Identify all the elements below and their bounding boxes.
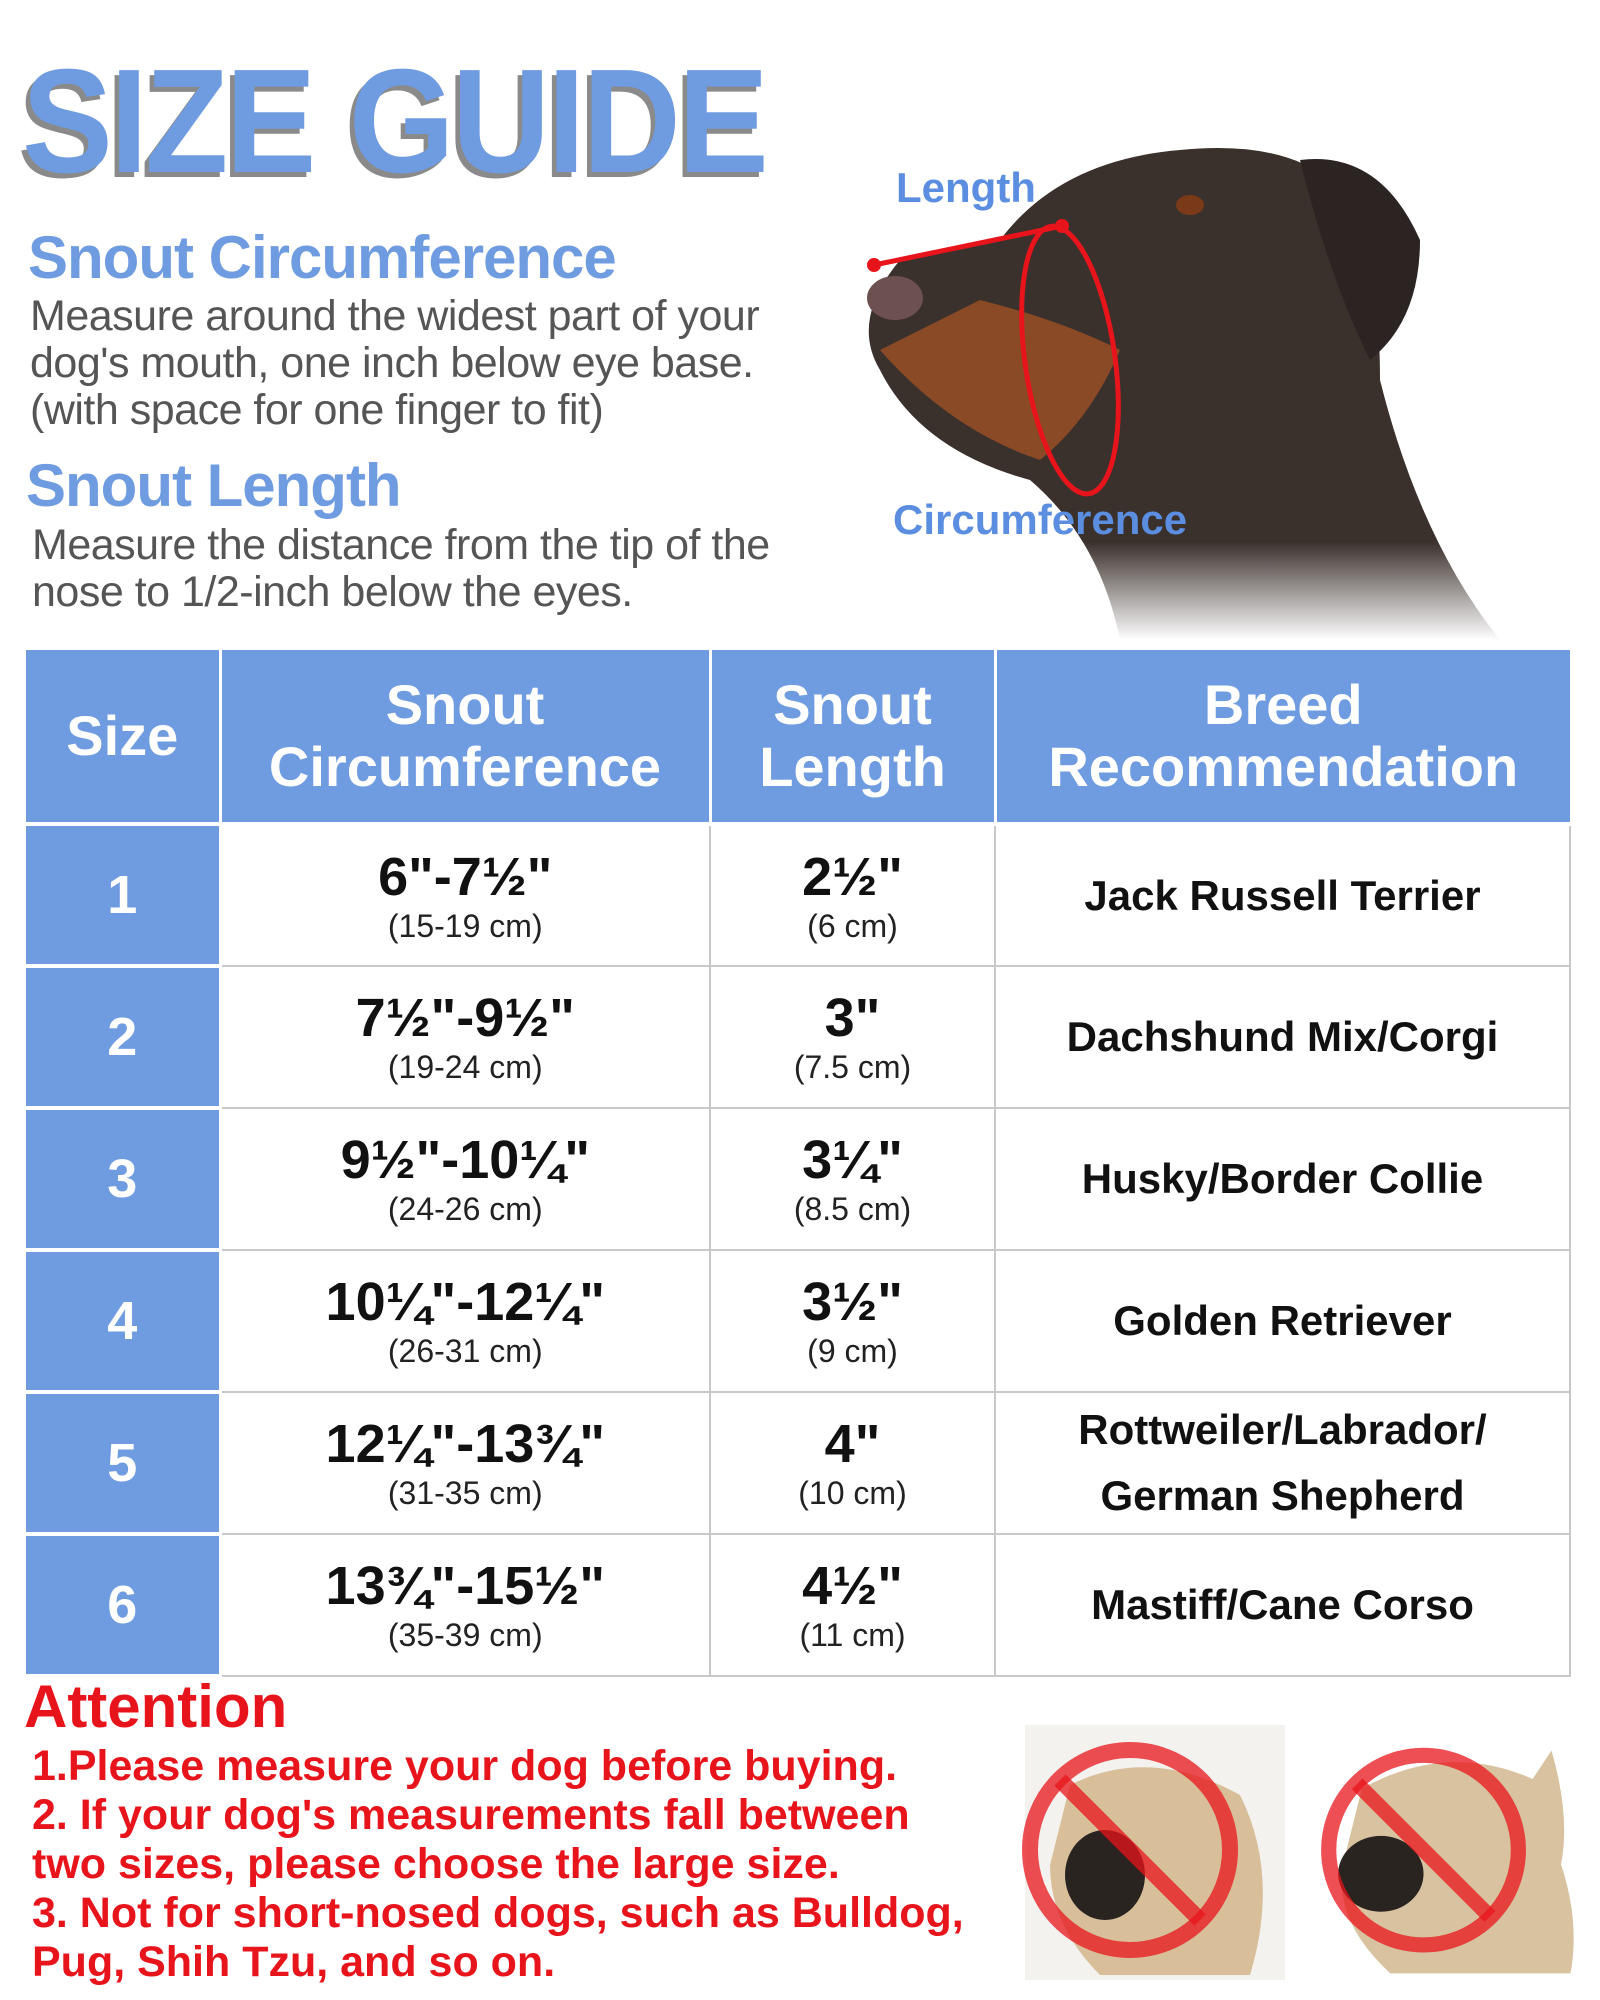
length-inches: 4½" — [802, 1556, 903, 1616]
breed-cell: Dachshund Mix/Corgi — [994, 965, 1571, 1109]
table-row: 5 12¼"-13¾" (31-35 cm) 4" (10 cm) Rottweiler/… — [26, 1391, 1571, 1536]
circumference-inches: 9½"-10¼" — [340, 1130, 590, 1190]
size-cell: 3 — [26, 1108, 222, 1252]
page-title: SIZE GUIDE — [22, 39, 769, 204]
breed-line: German Shepherd — [1100, 1472, 1465, 1519]
no-pug-icon — [1022, 1725, 1285, 1980]
circumference-cell: 9½"-10¼" (24-26 cm) — [219, 1107, 711, 1251]
size-cell: 4 — [26, 1250, 222, 1394]
circumference-cm: (31-35 cm) — [387, 1475, 543, 1511]
breed-cell: Golden Retriever — [994, 1249, 1571, 1393]
length-cm: (8.5 cm) — [793, 1191, 912, 1227]
breed-cell: Rottweiler/Labrador/German Shepherd — [994, 1391, 1571, 1535]
attention-item: Pug, Shih Tzu, and so on. — [32, 1938, 556, 1986]
header-breed: Breed Recommendation — [995, 650, 1570, 826]
attention-heading: Attention — [24, 1673, 288, 1740]
table-row: 1 6"-7½" (15-19 cm) 2½" (6 cm) Jack Russell T… — [26, 823, 1571, 968]
breed-line: Golden Retriever — [1113, 1297, 1452, 1344]
length-cell: 2½" (6 cm) — [709, 823, 996, 967]
table-row: 2 7½"-9½" (19-24 cm) 3" (7.5 cm) Dachshund Mi… — [26, 965, 1571, 1110]
length-cell: 3½" (9 cm) — [709, 1249, 996, 1393]
circumference-label: Circumference — [893, 496, 1188, 543]
header-size: Size — [26, 650, 222, 826]
circumference-cell: 6"-7½" (15-19 cm) — [219, 823, 711, 967]
circumference-inches: 13¾"-15½" — [325, 1556, 605, 1616]
length-cell: 4" (10 cm) — [709, 1391, 996, 1535]
table-row: 3 9½"-10¼" (24-26 cm) 3¼" (8.5 cm) Husky/Bord… — [26, 1107, 1571, 1252]
circumference-inches: 12¼"-13¾" — [325, 1414, 605, 1474]
snout-circumference-heading: Snout Circumference — [28, 224, 617, 291]
breed-line: Dachshund Mix/Corgi — [1066, 1013, 1499, 1060]
circumference-inches: 10¼"-12¼" — [325, 1272, 605, 1332]
circumference-cell: 10¼"-12¼" (26-31 cm) — [219, 1249, 711, 1393]
attention-item: 1.Please measure your dog before buying. — [32, 1742, 898, 1790]
snout-length-description: Measure the distance from the tip of the… — [32, 522, 770, 616]
table-row: 4 10¼"-12¼" (26-31 cm) 3½" (9 cm) Golden Retr… — [26, 1249, 1571, 1394]
length-cell: 4½" (11 cm) — [709, 1533, 996, 1677]
circumference-inches: 6"-7½" — [378, 846, 553, 907]
desc-line: (with space for one finger to fit) — [30, 386, 604, 434]
length-cm: (9 cm) — [807, 1333, 898, 1369]
length-cell: 3" (7.5 cm) — [709, 965, 996, 1109]
length-cm: (10 cm) — [798, 1475, 907, 1511]
size-cell: 1 — [26, 824, 222, 968]
length-inches: 3" — [824, 988, 881, 1048]
circumference-cm: (24-26 cm) — [387, 1191, 543, 1227]
circumference-cm: (19-24 cm) — [387, 1049, 543, 1085]
attention-item: 3. Not for short-nosed dogs, such as Bul… — [32, 1889, 964, 1937]
table-header-row: Size Snout Circumference Snout Length Bree… — [26, 650, 1570, 826]
attention-item: two sizes, please choose the large size. — [32, 1840, 840, 1888]
circumference-cell: 13¾"-15½" (35-39 cm) — [219, 1533, 711, 1677]
length-inches: 3¼" — [802, 1130, 903, 1190]
attention-item: 2. If your dog's measurements fall betwe… — [32, 1791, 910, 1839]
length-cm: (6 cm) — [807, 907, 898, 944]
length-cell: 3¼" (8.5 cm) — [709, 1107, 996, 1251]
breed-line: Mastiff/Cane Corso — [1091, 1581, 1474, 1628]
attention-list: 1.Please measure your dog before buying.… — [32, 1742, 1032, 1987]
no-french-bulldog-icon — [1321, 1747, 1574, 1974]
desc-line: Measure around the widest part of your — [30, 292, 760, 340]
circumference-cell: 7½"-9½" (19-24 cm) — [219, 965, 711, 1109]
size-cell: 5 — [26, 1392, 222, 1536]
breed-cell: Mastiff/Cane Corso — [994, 1533, 1571, 1677]
length-cm: (11 cm) — [799, 1617, 906, 1653]
circumference-cm: (35-39 cm) — [387, 1617, 543, 1653]
length-label: Length — [896, 164, 1036, 211]
breed-cell: Jack Russell Terrier — [994, 823, 1571, 967]
desc-line: Measure the distance from the tip of the — [32, 521, 770, 569]
header-snout-circumference: Snout Circumference — [220, 650, 712, 826]
circumference-cm: (26-31 cm) — [387, 1333, 543, 1369]
breed-line: Husky/Border Collie — [1081, 1155, 1484, 1202]
header-snout-length: Snout Length — [710, 650, 997, 826]
circumference-inches: 7½"-9½" — [355, 988, 575, 1048]
breed-line: Jack Russell Terrier — [1084, 871, 1481, 919]
length-inches: 3½" — [802, 1272, 903, 1332]
size-cell: 2 — [26, 966, 222, 1110]
length-inches: 2½" — [802, 846, 903, 907]
length-cm: (7.5 cm) — [793, 1049, 912, 1085]
measurement-marks — [867, 219, 1121, 497]
snout-circumference-description: Measure around the widest part of your d… — [30, 292, 760, 434]
circumference-cell: 12¼"-13¾" (31-35 cm) — [219, 1391, 711, 1535]
desc-line: dog's mouth, one inch below eye base. — [30, 339, 754, 387]
dog-measurement-diagram — [867, 148, 1500, 640]
size-cell: 6 — [26, 1534, 222, 1678]
size-table: Size Snout Circumference Snout Length Bree… — [26, 650, 1571, 1678]
breed-line: Rottweiler/Labrador/ — [1078, 1406, 1487, 1453]
doberman-head-image — [867, 148, 1500, 640]
circumference-cm: (15-19 cm) — [387, 907, 543, 944]
breed-cell: Husky/Border Collie — [994, 1107, 1571, 1251]
snout-length-heading: Snout Length — [26, 452, 402, 519]
table-row: 6 13¾"-15½" (35-39 cm) 4½" (11 cm) Mastiff/Ca… — [26, 1533, 1571, 1678]
length-inches: 4" — [824, 1414, 881, 1474]
desc-line: nose to 1/2-inch below the eyes. — [32, 568, 633, 616]
